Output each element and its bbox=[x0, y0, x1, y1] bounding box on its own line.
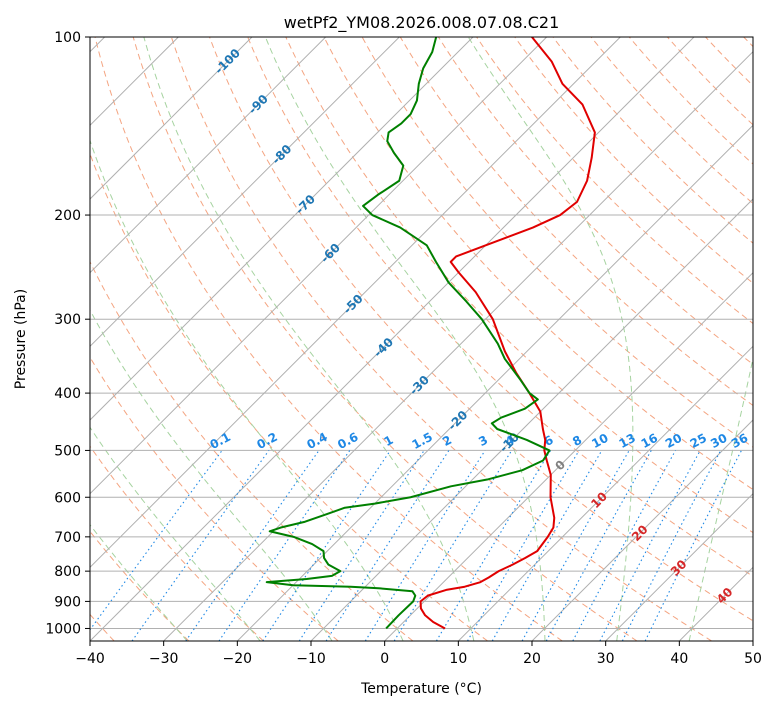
isotherm-line bbox=[90, 37, 474, 421]
isotherm-line bbox=[605, 492, 753, 641]
dry-adiabat-line bbox=[323, 37, 753, 491]
y-tick-label: 200 bbox=[54, 208, 81, 224]
dry-adiabat-line bbox=[132, 37, 638, 641]
mixing-ratio-line bbox=[545, 450, 652, 641]
dry-adiabat-line bbox=[476, 37, 753, 325]
isotherm-line bbox=[236, 124, 753, 641]
y-axis-ticks: 100 200 300 400 500 600 700 800 900 1000 bbox=[45, 30, 90, 637]
x-tick-label: −20 bbox=[223, 651, 253, 667]
mixing-ratio-line bbox=[393, 450, 513, 641]
dry-adiabat-line bbox=[90, 445, 264, 641]
mixing-ratio-label: 36 bbox=[729, 431, 750, 451]
dry-adiabat-line bbox=[90, 260, 414, 641]
mixing-ratio-line bbox=[298, 450, 425, 641]
moist-adiabat-line bbox=[688, 356, 753, 641]
y-tick-label: 500 bbox=[54, 443, 81, 459]
y-tick-label: 800 bbox=[54, 564, 81, 580]
x-tick-label: 10 bbox=[449, 651, 467, 667]
x-tick-label: 40 bbox=[670, 651, 688, 667]
x-tick-label: 50 bbox=[744, 651, 762, 667]
mixing-ratio-line bbox=[364, 450, 486, 641]
mixing-ratio-label: 30 bbox=[708, 431, 729, 451]
x-tick-label: 20 bbox=[523, 651, 541, 667]
mixing-ratio-line bbox=[131, 450, 270, 641]
y-tick-label: 900 bbox=[54, 594, 81, 610]
profile-series bbox=[265, 37, 596, 630]
isotherm-line bbox=[90, 37, 621, 569]
isotherm-line bbox=[90, 37, 400, 348]
mixing-ratio-line bbox=[467, 450, 580, 641]
isotherm-line bbox=[531, 419, 753, 641]
temperature-profile-line bbox=[419, 37, 596, 630]
y-tick-label: 300 bbox=[54, 312, 81, 328]
x-axis-ticks: −40 −30 −20 −10 0 10 20 30 40 50 bbox=[75, 641, 762, 667]
isotherm-line bbox=[384, 271, 753, 641]
background-lines bbox=[90, 37, 753, 641]
y-tick-label: 700 bbox=[54, 530, 81, 546]
mixing-ratio-label: 16 bbox=[639, 431, 660, 451]
mixing-ratio-label: 25 bbox=[688, 431, 709, 451]
dry-adiabat-line bbox=[514, 37, 753, 284]
moist-adiabat-line bbox=[90, 138, 404, 641]
mixing-ratio-label: 13 bbox=[617, 431, 638, 451]
y-tick-label: 400 bbox=[54, 386, 81, 402]
x-axis-title: Temperature (°C) bbox=[360, 681, 482, 697]
x-tick-label: −10 bbox=[296, 651, 326, 667]
mixing-ratio-line bbox=[435, 450, 552, 641]
x-tick-label: 30 bbox=[597, 651, 615, 667]
isotherm-line bbox=[163, 50, 753, 641]
y-axis-title: Pressure (hPa) bbox=[13, 289, 29, 389]
dry-adiabat-line bbox=[170, 37, 712, 641]
mixing-ratio-label: 10 bbox=[589, 431, 610, 451]
x-tick-label: 0 bbox=[380, 651, 389, 667]
mixing-ratio-line bbox=[185, 450, 320, 641]
y-tick-label: 600 bbox=[54, 490, 81, 506]
x-tick-label: −40 bbox=[75, 651, 105, 667]
chart-title: wetPf2_YM08.2026.008.07.08.C21 bbox=[284, 13, 560, 33]
moist-adiabat-line bbox=[90, 523, 188, 641]
isotherm-line bbox=[457, 345, 753, 641]
y-tick-label: 1000 bbox=[45, 621, 81, 637]
dry-adiabat-line bbox=[94, 37, 563, 641]
mixing-ratio-label: 20 bbox=[663, 431, 684, 451]
isotherm-line bbox=[90, 37, 253, 200]
mixing-ratio-line bbox=[572, 450, 677, 641]
moist-adiabat-line bbox=[264, 37, 546, 641]
dry-adiabat-line bbox=[285, 37, 753, 534]
moist-adiabat-line bbox=[143, 37, 475, 641]
mixing-ratio-line bbox=[218, 450, 351, 641]
moist-adiabat-line bbox=[90, 309, 333, 641]
dry-adiabat-line bbox=[209, 37, 753, 622]
mixing-ratio-line bbox=[262, 450, 391, 641]
isotherm-line bbox=[310, 198, 753, 641]
dewpoint-profile-line bbox=[265, 37, 551, 630]
dry-adiabat-line bbox=[247, 37, 753, 577]
y-tick-label: 100 bbox=[54, 30, 81, 46]
x-tick-label: −30 bbox=[149, 651, 179, 667]
isotherm-line bbox=[90, 37, 327, 274]
isotherm-line bbox=[90, 37, 548, 495]
plot-frame bbox=[89, 36, 754, 642]
mixing-ratio-line bbox=[325, 450, 450, 641]
mixing-ratio-line bbox=[644, 450, 742, 641]
moist-adiabat-line bbox=[90, 426, 261, 641]
